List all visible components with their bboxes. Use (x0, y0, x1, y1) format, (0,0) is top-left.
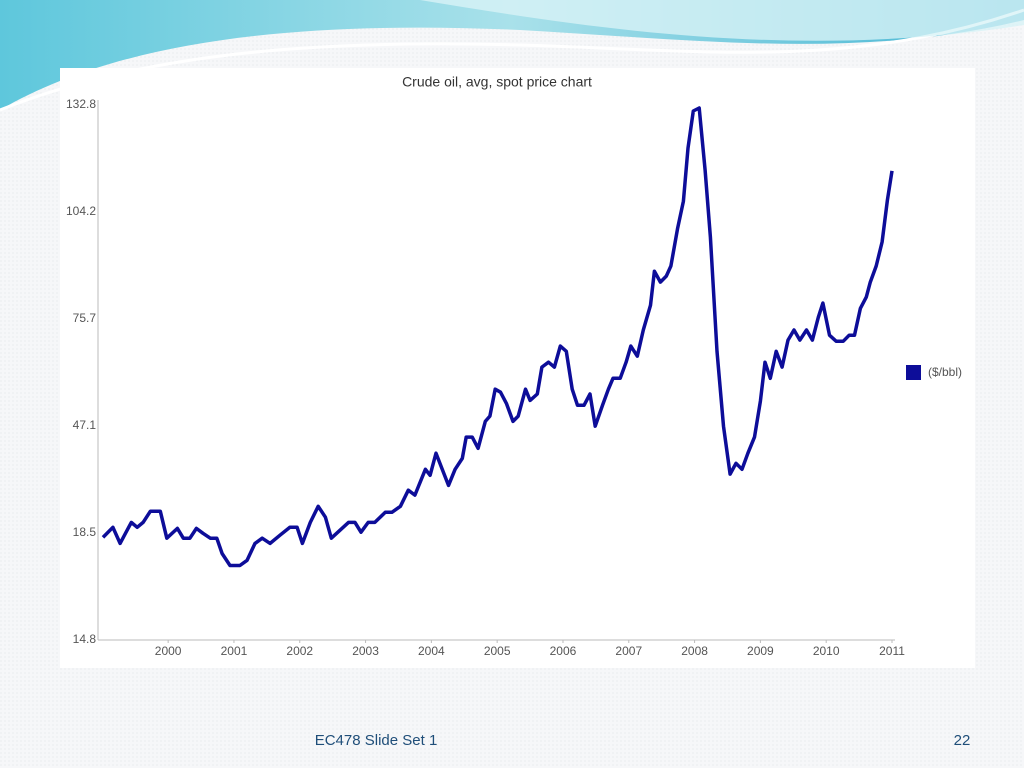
y-tick-label: 104.2 (66, 204, 96, 218)
x-tick-label: 2008 (681, 644, 708, 658)
wave-highlight (420, 0, 1024, 41)
legend-swatch (906, 365, 921, 380)
page-number: 22 (954, 732, 971, 749)
x-tick-label: 2001 (221, 644, 248, 658)
y-tick-label: 14.8 (73, 632, 97, 646)
x-tick-label: 2010 (813, 644, 840, 658)
price-line (101, 106, 894, 568)
wave-line (0, 8, 1024, 112)
legend-label: ($/bbl) (928, 365, 962, 379)
x-tick-label: 2007 (615, 644, 642, 658)
footer: EC478 Slide Set 1 (315, 732, 438, 749)
x-tick-label: 2009 (747, 644, 774, 658)
x-tick-label: 2006 (550, 644, 577, 658)
y-tick-label: 47.1 (73, 418, 97, 432)
y-tick-label: 132.8 (66, 97, 96, 111)
x-tick-label: 2002 (286, 644, 313, 658)
x-tick-label: 2000 (155, 644, 182, 658)
x-tick-label: 2004 (418, 644, 445, 658)
x-tick-label: 2003 (352, 644, 379, 658)
chart-title: Crude oil, avg, spot price chart (402, 74, 592, 90)
x-tick-label: 2011 (879, 644, 905, 658)
y-tick-label: 75.7 (73, 311, 97, 325)
chart-panel (60, 68, 975, 668)
x-tick-label: 2005 (484, 644, 511, 658)
y-tick-label: 18.5 (73, 525, 97, 539)
